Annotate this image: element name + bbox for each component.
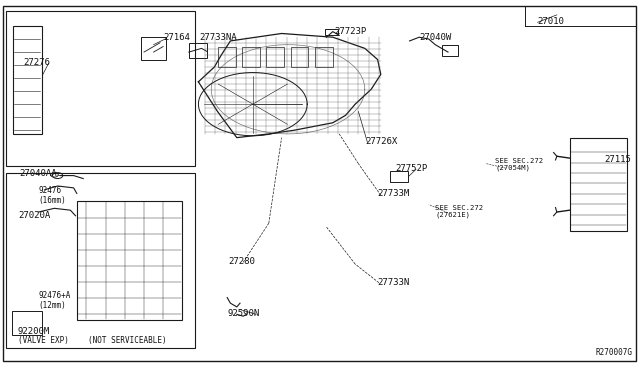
Text: 27733M: 27733M: [378, 189, 410, 198]
Bar: [12, 311, 42, 335]
Text: SEE SEC.272
(27054M): SEE SEC.272 (27054M): [495, 158, 543, 171]
Text: R270007G: R270007G: [595, 348, 632, 357]
Text: 27040AA: 27040AA: [19, 169, 57, 178]
Bar: [77, 201, 182, 320]
Text: 92590N: 92590N: [227, 309, 259, 318]
Text: 27726X: 27726X: [365, 137, 397, 146]
Text: (VALVE EXP): (VALVE EXP): [18, 336, 68, 345]
Text: 27010: 27010: [538, 17, 564, 26]
Text: 27276: 27276: [24, 58, 51, 67]
Bar: [242, 46, 260, 67]
Text: 27280: 27280: [228, 257, 255, 266]
Bar: [390, 171, 408, 182]
Bar: [570, 138, 627, 231]
Text: 92476
(16mm): 92476 (16mm): [38, 186, 66, 205]
Text: 27040W: 27040W: [419, 33, 451, 42]
Text: SEE SEC.272
(27621E): SEE SEC.272 (27621E): [435, 205, 483, 218]
Bar: [218, 46, 236, 67]
Text: 27733NA: 27733NA: [200, 33, 237, 42]
Bar: [442, 45, 458, 56]
Text: 27723P: 27723P: [335, 27, 367, 36]
Text: 92200M: 92200M: [18, 327, 50, 336]
Text: 27115: 27115: [605, 155, 632, 164]
Text: 92476+A
(12mm): 92476+A (12mm): [38, 291, 71, 310]
Bar: [6, 11, 195, 166]
Bar: [325, 29, 338, 35]
Text: 27020A: 27020A: [18, 211, 50, 219]
Bar: [13, 26, 42, 134]
Text: 27752P: 27752P: [396, 164, 428, 173]
Bar: [315, 46, 333, 67]
Text: 27164: 27164: [163, 33, 190, 42]
Bar: [266, 46, 284, 67]
Bar: [189, 43, 207, 58]
Bar: [291, 46, 308, 67]
Text: 27733N: 27733N: [378, 278, 410, 287]
Text: (NOT SERVICEABLE): (NOT SERVICEABLE): [88, 336, 167, 345]
Bar: [141, 37, 166, 60]
Bar: [6, 173, 195, 348]
